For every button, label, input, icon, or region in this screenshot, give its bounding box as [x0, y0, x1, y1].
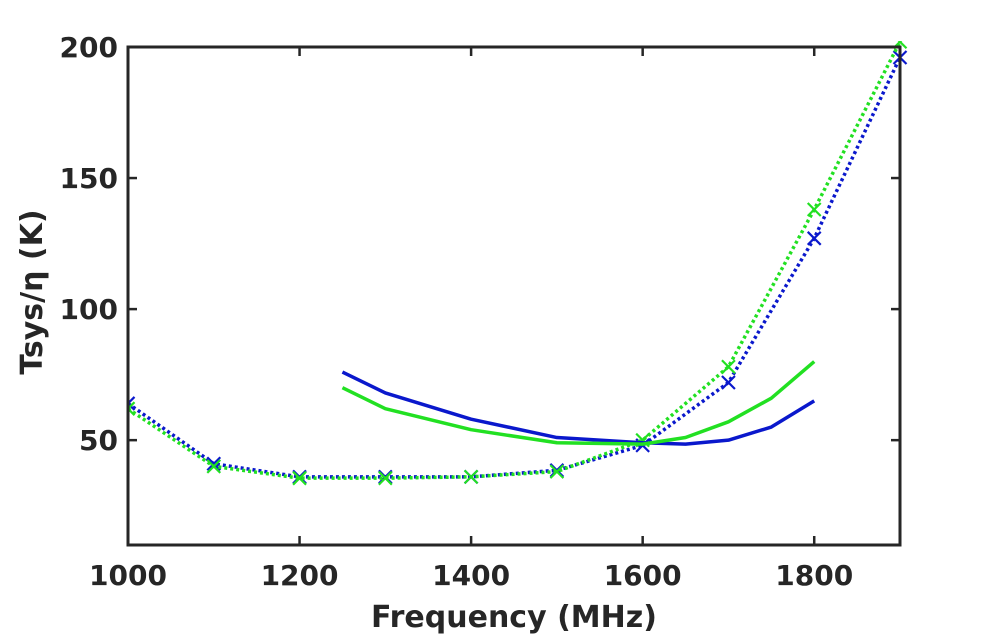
data-point-green-dotted	[378, 470, 393, 486]
data-point-blue-dotted	[128, 396, 136, 411]
x-tick-label: 1400	[432, 559, 510, 592]
data-point-green-dotted	[549, 464, 565, 479]
x-tick-label: 1800	[775, 559, 853, 592]
data-point-green-dotted	[128, 401, 136, 416]
series-line-green-dotted	[128, 41, 902, 480]
y-tick-label: 150	[60, 162, 118, 195]
data-point-blue-dotted	[721, 375, 736, 390]
y-axis: 50 100 150 200	[60, 31, 900, 457]
data-point-green-dotted	[463, 469, 479, 485]
x-axis: 1000 1200 1400 1600 1800	[89, 47, 853, 592]
plot-area	[128, 47, 900, 545]
data-point-blue-dotted	[806, 231, 822, 246]
series-line-blue-dotted	[128, 56, 902, 479]
x-tick-label: 1200	[261, 559, 339, 592]
x-axis-label: Frequency (MHz)	[371, 600, 657, 635]
series-line-green-solid	[341, 360, 816, 446]
x-tick-label: 1000	[89, 559, 167, 592]
y-tick-label: 50	[79, 424, 118, 457]
y-tick-label: 200	[60, 31, 118, 64]
chart-marks	[128, 41, 908, 486]
y-axis-label: Tsys/η (K)	[15, 209, 50, 374]
data-point-green-dotted	[806, 202, 822, 217]
data-point-green-dotted	[206, 459, 222, 474]
axes-box	[126, 45, 902, 547]
x-tick-label: 1600	[604, 559, 682, 592]
data-point-green-dotted	[292, 470, 307, 486]
y-tick-label: 100	[60, 293, 118, 326]
data-point-blue-dotted	[206, 456, 222, 472]
data-point-green-dotted	[721, 359, 736, 375]
